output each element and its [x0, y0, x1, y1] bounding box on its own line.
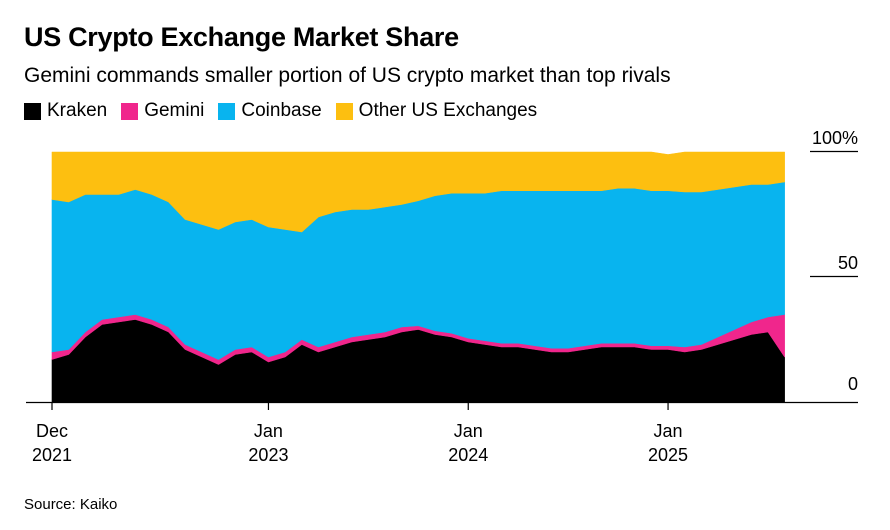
- legend-item-kraken: Kraken: [24, 100, 107, 122]
- chart-source: Source: Kaiko: [24, 496, 118, 513]
- legend-item-gemini: Gemini: [121, 100, 204, 122]
- legend: Kraken Gemini Coinbase Other US Exchange…: [24, 100, 551, 122]
- chart-title: US Crypto Exchange Market Share: [24, 22, 459, 52]
- legend-label-coinbase: Coinbase: [241, 100, 322, 121]
- x-tick-label-month-0: Dec: [36, 421, 68, 441]
- x-tick-label-year-3: 2025: [648, 445, 688, 465]
- legend-swatch-kraken: [24, 102, 41, 120]
- area-other-us-exchanges: [51, 151, 785, 233]
- x-tick-label-year-2: 2024: [448, 445, 488, 465]
- legend-swatch-gemini: [121, 102, 139, 120]
- legend-label-gemini: Gemini: [144, 100, 205, 121]
- y-tick-label-50: 50: [838, 253, 858, 273]
- legend-item-coinbase: Coinbase: [218, 100, 322, 122]
- x-tick-label-month-3: Jan: [654, 421, 683, 441]
- x-tick-label-month-1: Jan: [254, 421, 283, 441]
- x-tick-label-month-2: Jan: [454, 421, 483, 441]
- legend-swatch-coinbase: [218, 102, 236, 120]
- x-tick-label-year-1: 2023: [248, 445, 288, 465]
- legend-label-other: Other US Exchanges: [358, 100, 538, 121]
- y-tick-label-100: 100%: [812, 128, 858, 148]
- chart-subtitle: Gemini commands smaller portion of US cr…: [24, 64, 671, 87]
- x-tick-label-year-0: 2021: [32, 445, 72, 465]
- legend-item-other: Other US Exchanges: [335, 100, 538, 122]
- y-tick-label-0: 0: [848, 374, 858, 394]
- legend-swatch-other: [335, 102, 353, 120]
- legend-label-kraken: Kraken: [47, 100, 108, 121]
